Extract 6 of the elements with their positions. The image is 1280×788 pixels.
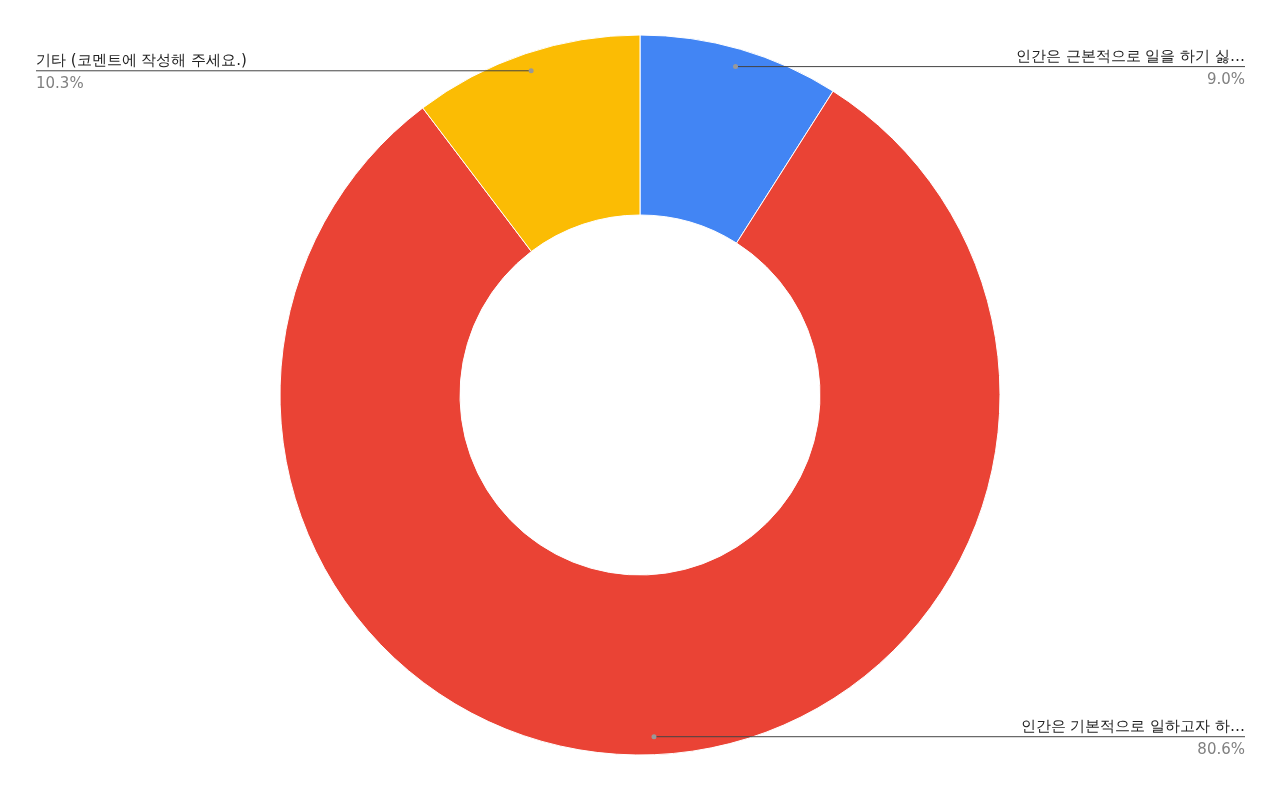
slice-label: 기타 (코멘트에 작성해 주세요.) xyxy=(36,50,247,69)
data-label: 9.0% xyxy=(1206,69,1245,88)
data-label: 80.6% xyxy=(1197,739,1245,758)
slice-label: 인간은 근본적으로 일을 하기 싫… xyxy=(1015,46,1245,65)
slice-label: 인간은 기본적으로 일하고자 하… xyxy=(1020,716,1245,735)
data-label: 10.3% xyxy=(36,73,84,92)
